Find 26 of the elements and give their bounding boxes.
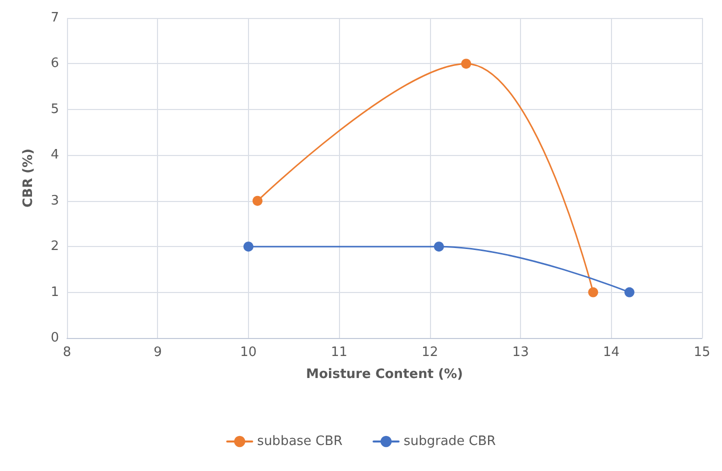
point <box>252 196 262 206</box>
y-tick-label: 4 <box>50 148 59 163</box>
point <box>434 242 444 252</box>
x-tick-label: 13 <box>512 345 529 360</box>
x-tick-label: 8 <box>62 345 72 360</box>
x-tick-label: 12 <box>422 345 438 360</box>
legend-label: subbase CBR <box>257 434 343 449</box>
x-tick-label: 15 <box>694 345 710 360</box>
y-tick-label: 7 <box>50 10 59 26</box>
y-tick-label: 6 <box>50 56 59 72</box>
point <box>588 287 598 298</box>
legend-label: subgrade CBR <box>404 434 496 449</box>
y-tick-label: 2 <box>50 239 59 254</box>
y-tick-label: 0 <box>50 330 59 346</box>
y-tick-label: 5 <box>50 102 59 117</box>
point <box>461 58 472 69</box>
x-axis-title: Moisture Content (%) <box>306 367 463 382</box>
x-tick-label: 9 <box>154 345 162 360</box>
point <box>243 242 254 252</box>
y-tick-label: 1 <box>50 284 59 300</box>
y-axis-title: CBR (%) <box>21 148 36 208</box>
x-tick-label: 14 <box>603 345 620 360</box>
x-tick-label: 11 <box>330 345 348 360</box>
x-tick-label: 10 <box>240 345 257 360</box>
y-tick-label: 3 <box>50 193 59 208</box>
point <box>624 287 634 298</box>
